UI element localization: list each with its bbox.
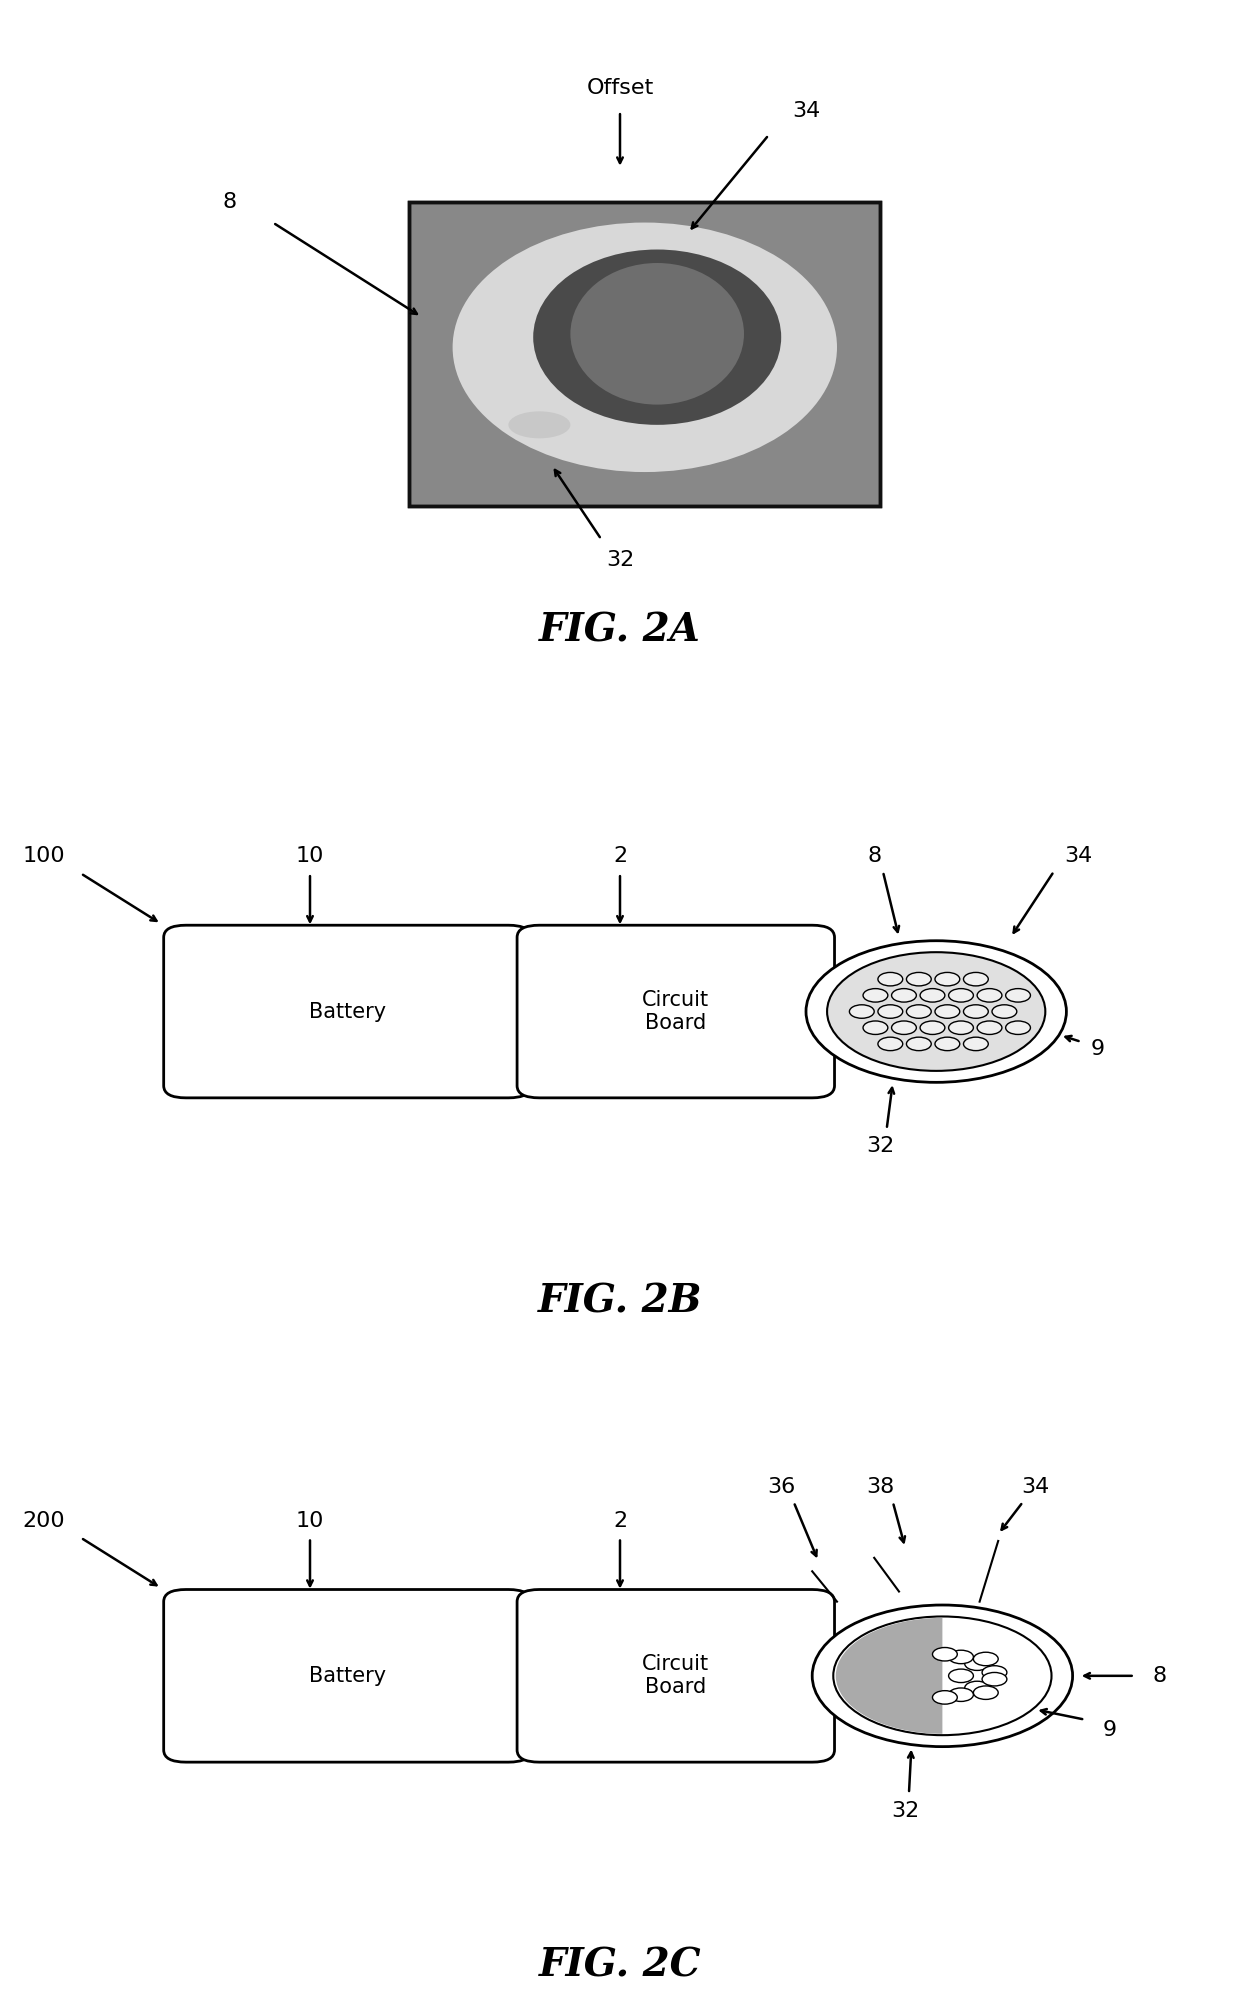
Text: FIG. 2A: FIG. 2A [539,612,701,650]
Circle shape [963,1037,988,1051]
Circle shape [965,1681,990,1695]
Circle shape [806,940,1066,1083]
Circle shape [977,1021,1002,1035]
Circle shape [833,1616,1052,1735]
Circle shape [1006,988,1030,1002]
Circle shape [878,1037,903,1051]
Circle shape [892,1021,916,1035]
Circle shape [973,1653,998,1665]
Ellipse shape [533,250,781,425]
Text: Battery: Battery [309,1667,386,1685]
Circle shape [973,1687,998,1699]
Text: Offset: Offset [587,79,653,99]
FancyBboxPatch shape [164,926,531,1097]
Circle shape [827,952,1045,1071]
Text: 32: 32 [867,1137,894,1155]
Circle shape [932,1691,957,1705]
Circle shape [965,1657,990,1671]
Text: FIG. 2C: FIG. 2C [538,1947,702,1985]
Circle shape [1006,1021,1030,1035]
Text: 38: 38 [867,1478,894,1498]
Circle shape [963,1004,988,1019]
Circle shape [949,1669,973,1683]
Text: 2: 2 [613,845,627,866]
Text: 2: 2 [613,1510,627,1530]
FancyBboxPatch shape [164,1590,531,1761]
Circle shape [932,1647,957,1661]
Text: 34: 34 [1065,845,1092,866]
Text: Circuit
Board: Circuit Board [642,1655,709,1697]
Text: 200: 200 [22,1510,64,1530]
Circle shape [906,1004,931,1019]
Circle shape [812,1604,1073,1747]
Bar [409,203,880,505]
Text: 34: 34 [1022,1478,1049,1498]
Circle shape [949,1689,973,1701]
Text: 10: 10 [296,845,324,866]
Text: 8: 8 [1152,1667,1167,1685]
Ellipse shape [453,223,837,473]
Text: 9: 9 [1102,1719,1117,1739]
Ellipse shape [508,411,570,439]
Circle shape [920,988,945,1002]
Circle shape [949,1021,973,1035]
Circle shape [963,972,988,986]
Circle shape [977,988,1002,1002]
Circle shape [920,1021,945,1035]
Text: 32: 32 [606,550,634,570]
FancyBboxPatch shape [517,1590,835,1761]
Circle shape [949,1651,973,1663]
Circle shape [863,988,888,1002]
Wedge shape [836,1618,942,1733]
Ellipse shape [570,264,744,405]
Text: FIG. 2B: FIG. 2B [538,1282,702,1321]
Text: Battery: Battery [309,1002,386,1021]
Text: Circuit
Board: Circuit Board [642,990,709,1033]
Circle shape [935,972,960,986]
Circle shape [892,988,916,1002]
FancyBboxPatch shape [517,926,835,1097]
Bar [409,203,880,505]
Circle shape [982,1665,1007,1679]
Circle shape [906,972,931,986]
Text: 9: 9 [1090,1039,1105,1059]
Text: 10: 10 [296,1510,324,1530]
Circle shape [878,1004,903,1019]
Text: 34: 34 [792,101,820,121]
Circle shape [906,1037,931,1051]
Text: 100: 100 [22,845,64,866]
Text: 36: 36 [768,1478,795,1498]
Text: 8: 8 [867,845,882,866]
Circle shape [949,988,973,1002]
Circle shape [935,1037,960,1051]
Text: 8: 8 [222,193,237,211]
Circle shape [935,1004,960,1019]
Circle shape [982,1673,1007,1687]
Circle shape [849,1004,874,1019]
Circle shape [878,972,903,986]
Text: 32: 32 [892,1802,919,1820]
Circle shape [992,1004,1017,1019]
Circle shape [863,1021,888,1035]
